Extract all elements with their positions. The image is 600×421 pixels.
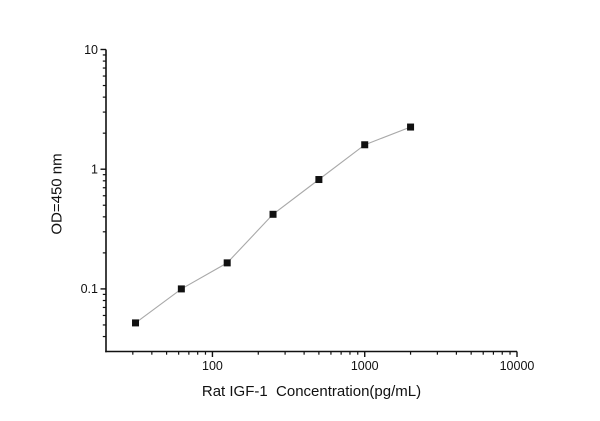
axes-layer bbox=[100, 48, 518, 357]
x-tick-label: 1000 bbox=[351, 359, 379, 373]
y-tick-label: 10 bbox=[84, 43, 98, 57]
y-tick-label: 1 bbox=[91, 163, 98, 177]
x-axis-title: Rat IGF-1 Concentration(pg/mL) bbox=[201, 383, 422, 400]
x-tick-label: 100 bbox=[202, 359, 223, 373]
y-axis-title: OD=450 nm bbox=[48, 153, 66, 235]
data-point-marker bbox=[177, 285, 185, 293]
data-point-marker bbox=[315, 176, 323, 184]
data-series-layer bbox=[132, 123, 415, 327]
data-point-marker bbox=[361, 141, 369, 149]
x-tick-label: 10000 bbox=[500, 359, 535, 373]
data-point-marker bbox=[407, 123, 415, 131]
data-point-marker bbox=[269, 210, 277, 218]
y-tick-label: 0.1 bbox=[81, 282, 98, 296]
data-point-marker bbox=[132, 319, 140, 327]
tick-label-layer: 100 1000 10000 0.1 1 10 bbox=[81, 43, 535, 373]
data-point-marker bbox=[223, 259, 231, 267]
series-line bbox=[135, 126, 411, 324]
